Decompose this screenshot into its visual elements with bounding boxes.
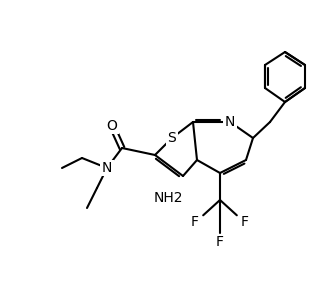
Text: S: S <box>168 131 176 145</box>
Text: F: F <box>191 215 199 229</box>
Text: N: N <box>225 115 235 129</box>
Text: O: O <box>107 119 117 133</box>
Text: N: N <box>102 161 112 175</box>
Text: F: F <box>216 235 224 249</box>
Text: F: F <box>241 215 249 229</box>
Text: NH2: NH2 <box>153 191 183 205</box>
